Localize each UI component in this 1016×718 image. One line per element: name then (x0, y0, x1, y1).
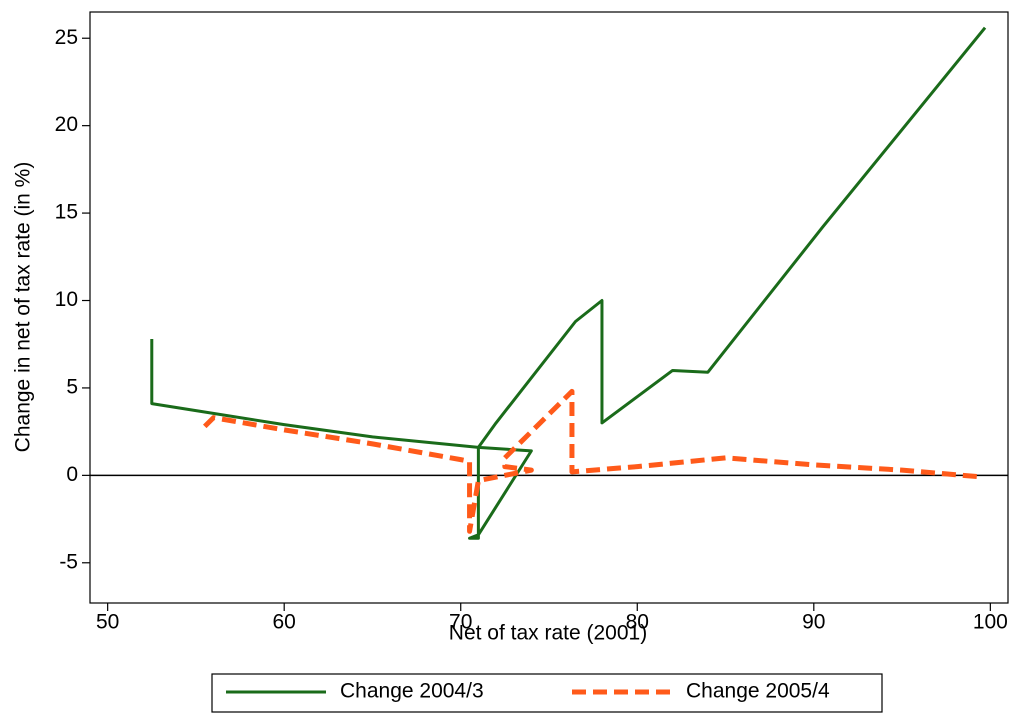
x-tick-label: 50 (96, 611, 119, 634)
plot-frame (89, 11, 1009, 604)
x-axis-label: Net of tax rate (2001) (449, 622, 647, 645)
y-tick-label: 10 (55, 288, 78, 311)
x-tick-label: 80 (626, 611, 649, 634)
y-tick-label: 5 (66, 375, 78, 398)
x-tick-label: 70 (449, 611, 472, 634)
y-tick-label: 0 (66, 463, 78, 486)
y-axis-label: Change in net of tax rate (in %) (12, 162, 35, 453)
x-tick-label: 100 (973, 611, 1008, 634)
x-tick-label: 90 (802, 611, 825, 634)
legend-label: Change 2005/4 (686, 680, 830, 703)
y-tick-label: 25 (55, 26, 78, 49)
x-tick-label: 60 (273, 611, 296, 634)
y-tick-label: 20 (55, 113, 78, 136)
y-tick-label: -5 (59, 550, 78, 573)
legend-label: Change 2004/3 (340, 680, 484, 703)
y-tick-label: 15 (55, 201, 78, 224)
series-line (202, 388, 984, 534)
series-line (150, 26, 987, 540)
